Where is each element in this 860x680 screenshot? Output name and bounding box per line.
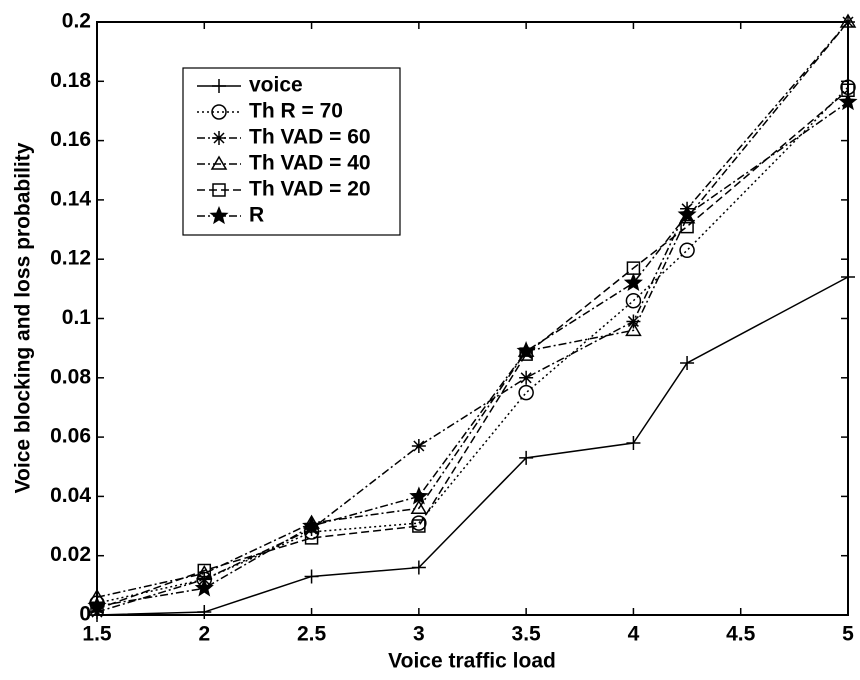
data-point xyxy=(411,515,427,531)
y-tick-label: 0.02 xyxy=(50,543,91,566)
x-axis-label: Voice traffic load xyxy=(388,650,556,673)
legend-label: voice xyxy=(249,74,303,97)
legend-label: Th R = 70 xyxy=(249,100,343,123)
data-point xyxy=(197,563,212,578)
legend-marker xyxy=(209,205,229,225)
data-point xyxy=(679,242,695,259)
legend-marker xyxy=(210,155,228,170)
data-point xyxy=(411,560,426,575)
data-point xyxy=(516,341,536,360)
data-point xyxy=(519,450,534,465)
y-tick-label: 0.1 xyxy=(62,306,92,329)
legend-label: R xyxy=(249,204,264,227)
data-point xyxy=(410,499,428,515)
x-tick-label: 2.5 xyxy=(297,623,327,646)
data-point xyxy=(194,578,214,597)
data-point xyxy=(626,314,641,329)
legend-marker xyxy=(212,131,226,145)
data-point xyxy=(623,272,643,292)
y-axis-label: Voice blocking and loss probability xyxy=(12,142,35,493)
x-tick-label: 3.5 xyxy=(512,623,542,646)
y-tick-label: 0.2 xyxy=(62,10,91,33)
x-tick-label: 2 xyxy=(198,623,210,646)
data-point xyxy=(302,515,322,535)
data-point xyxy=(519,370,534,385)
series-line xyxy=(96,86,849,604)
data-point xyxy=(625,292,642,309)
data-point xyxy=(677,204,697,223)
data-point xyxy=(839,13,857,28)
y-tick-label: 0.18 xyxy=(50,69,91,92)
series-line xyxy=(96,276,849,616)
series-line xyxy=(96,21,849,613)
y-tick-label: 0.12 xyxy=(50,247,91,270)
data-point xyxy=(680,355,695,370)
data-point xyxy=(304,531,319,545)
x-tick-label: 3 xyxy=(413,623,425,646)
series-line xyxy=(96,89,849,610)
data-point xyxy=(412,519,426,533)
x-tick-label: 4 xyxy=(628,623,640,646)
legend-marker xyxy=(212,79,226,93)
data-point xyxy=(304,569,319,584)
legend-label: Th VAD = 60 xyxy=(249,126,371,149)
x-tick-label: 1.5 xyxy=(82,623,112,646)
y-tick-label: 0.14 xyxy=(50,187,91,210)
x-tick-label: 4.5 xyxy=(726,623,756,646)
data-point xyxy=(87,596,107,615)
legend-label: Th VAD = 40 xyxy=(249,152,371,175)
data-point xyxy=(409,486,429,505)
legend-label: Th VAD = 20 xyxy=(249,178,371,201)
data-point xyxy=(680,219,694,234)
data-point xyxy=(841,269,855,284)
data-point xyxy=(518,384,534,401)
data-point xyxy=(626,436,641,451)
y-tick-label: 0.04 xyxy=(50,484,91,507)
data-point xyxy=(411,438,426,453)
y-tick-label: 0.16 xyxy=(50,128,91,151)
y-tick-label: 0 xyxy=(79,603,91,626)
y-tick-label: 0.06 xyxy=(50,425,91,448)
y-tick-label: 0.08 xyxy=(50,365,91,388)
data-point xyxy=(838,92,858,111)
data-point xyxy=(625,321,642,337)
legend-marker xyxy=(211,104,227,120)
data-point xyxy=(90,605,104,620)
legend-marker xyxy=(212,183,226,197)
x-tick-label: 5 xyxy=(842,623,854,646)
data-point xyxy=(841,83,855,97)
series-line xyxy=(96,101,849,607)
data-point xyxy=(197,605,212,620)
